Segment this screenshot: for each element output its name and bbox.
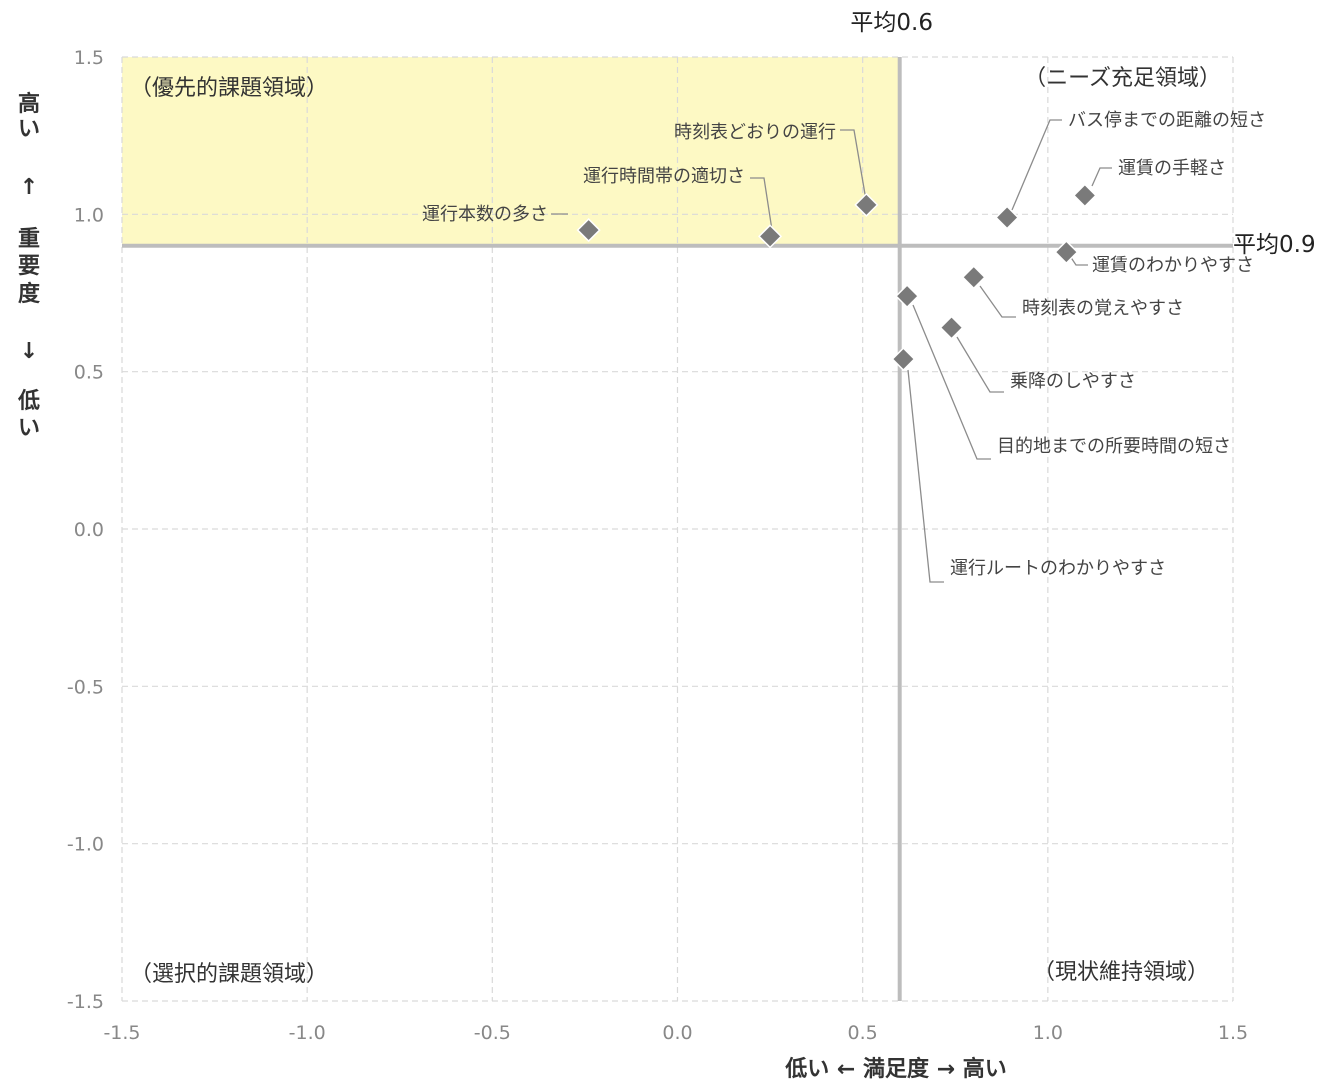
y-tick-label: -1.5 (67, 991, 104, 1013)
x-axis-title: 低い ← 満足度 → 高い (784, 1056, 1007, 1082)
data-point-label: 乗降のしやすさ (1010, 371, 1136, 392)
data-point-marker (939, 315, 964, 340)
data-point-marker (758, 224, 783, 249)
quadrant-label-bottom-left: （選択的課題領域） (130, 962, 328, 987)
y-axis-title: 高い↑重要度↓低い (17, 91, 41, 441)
y-axis-title-char: い (18, 416, 40, 441)
data-point-label: 目的地までの所要時間の短さ (997, 436, 1231, 457)
data-point-label: 運行本数の多さ (422, 204, 548, 225)
quadrant-label-bottom-right: （現状維持領域） (1033, 960, 1209, 985)
y-tick-label: 1.0 (74, 204, 104, 226)
y-tick-label: 1.5 (74, 47, 104, 69)
y-tick-label: -0.5 (67, 676, 104, 698)
quadrant-label-top-left: （優先的課題領域） (130, 76, 328, 101)
leader-line (1011, 119, 1062, 211)
data-point-marker (1072, 183, 1097, 208)
data-point-label: 運賃のわかりやすさ (1092, 255, 1254, 276)
y-axis-title-char: 度 (18, 281, 41, 307)
data-point-label: 時刻表の覚えやすさ (1022, 298, 1184, 319)
x-tick-label: 1.0 (1033, 1022, 1063, 1044)
average-x-label: 平均0.6 (850, 10, 933, 36)
data-point-label: 運行時間帯の適切さ (583, 166, 745, 187)
x-tick-label: 0.0 (662, 1022, 692, 1044)
data-point-marker (576, 218, 601, 243)
leader-line (912, 304, 991, 460)
x-tick-label: 0.5 (848, 1022, 878, 1044)
average-y-label: 平均0.9 (1233, 232, 1316, 258)
leader-line (907, 369, 944, 583)
x-tick-label: -1.0 (289, 1022, 326, 1044)
average-lines (122, 57, 1233, 1001)
data-point-label: 運賃の手軽さ (1118, 158, 1226, 179)
y-axis-title-char: 要 (18, 254, 40, 279)
data-point-label: 運行ルートのわかりやすさ (950, 558, 1166, 579)
data-point-label: 時刻表どおりの運行 (674, 122, 836, 143)
leader-line (750, 177, 773, 231)
data-point-label: バス停までの距離の短さ (1068, 110, 1266, 131)
data-point-marker (995, 205, 1020, 230)
data-point-marker (895, 284, 920, 309)
data-point-marker (961, 265, 986, 290)
x-tick-label: -0.5 (474, 1022, 511, 1044)
x-tick-label: -1.5 (103, 1022, 140, 1044)
y-tick-label: -1.0 (67, 834, 104, 856)
leader-line (1091, 167, 1112, 187)
grid-lines (121, 56, 1234, 1002)
leader-line (840, 129, 867, 201)
y-tick-label: 0.5 (74, 362, 104, 384)
y-axis-title-char: 低 (17, 389, 40, 414)
data-point-marker (854, 192, 879, 217)
x-tick-label: 1.5 (1218, 1022, 1248, 1044)
y-axis-title-char: ↓ (20, 339, 38, 364)
leader-line (979, 285, 1016, 318)
x-tick-labels: -1.5 -1.0 -0.5 0.0 0.5 1.0 1.5 (103, 1022, 1248, 1044)
leader-line (956, 336, 1004, 393)
data-point-marker (891, 347, 916, 372)
y-tick-labels: 1.5 1.0 0.5 0.0 -0.5 -1.0 -1.5 (67, 47, 104, 1013)
leader-line (1069, 255, 1088, 266)
y-tick-label: 0.0 (74, 519, 104, 541)
data-point-marker (1054, 240, 1079, 265)
y-axis-title-char: 重 (18, 227, 40, 252)
y-axis-title-char: い (18, 117, 40, 142)
data-points: 運行本数の多さ 運行時間帯の適切さ 時刻表どおりの運行 バス停までの距離の短さ運賃の手… (422, 110, 1266, 583)
quadrant-label-top-right: （ニーズ充足領域） (1024, 66, 1221, 91)
y-axis-title-char: 高 (18, 91, 40, 117)
y-axis-title-char: ↑ (20, 175, 38, 200)
